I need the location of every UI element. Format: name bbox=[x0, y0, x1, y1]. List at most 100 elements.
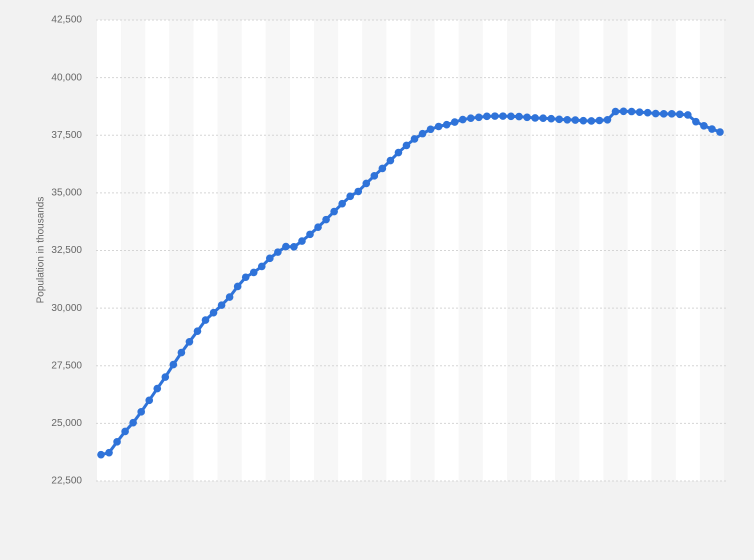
point bbox=[507, 112, 515, 121]
point bbox=[515, 112, 523, 121]
point bbox=[314, 223, 322, 232]
y-tick-label: 32,500 bbox=[51, 245, 82, 256]
point bbox=[643, 108, 652, 117]
point bbox=[233, 282, 242, 291]
point bbox=[217, 301, 226, 309]
point bbox=[531, 114, 539, 122]
point bbox=[611, 107, 620, 116]
point bbox=[346, 192, 355, 201]
point bbox=[153, 384, 162, 393]
point bbox=[338, 199, 346, 208]
point bbox=[442, 120, 451, 129]
point bbox=[169, 360, 178, 369]
y-tick-label: 42,500 bbox=[51, 15, 82, 26]
point bbox=[201, 316, 210, 324]
point bbox=[651, 109, 660, 118]
point bbox=[571, 116, 580, 124]
point bbox=[555, 115, 564, 124]
point bbox=[716, 128, 724, 136]
stripe bbox=[314, 20, 339, 481]
point bbox=[137, 408, 145, 416]
y-tick-label: 37,500 bbox=[51, 130, 82, 141]
y-tick-label: 25,000 bbox=[51, 418, 82, 429]
point bbox=[322, 215, 330, 224]
point bbox=[563, 116, 572, 124]
point bbox=[386, 156, 395, 165]
point bbox=[97, 450, 105, 459]
y-tick-label: 27,500 bbox=[51, 360, 82, 371]
stripe bbox=[603, 20, 628, 481]
point bbox=[466, 114, 475, 122]
y-tick-label: 22,500 bbox=[51, 476, 82, 487]
stripe bbox=[458, 20, 483, 481]
stripe bbox=[627, 20, 652, 481]
point bbox=[410, 135, 419, 143]
point bbox=[121, 427, 129, 436]
point bbox=[378, 164, 387, 173]
point bbox=[177, 348, 186, 357]
point bbox=[274, 248, 282, 256]
stripe bbox=[531, 20, 556, 481]
point bbox=[257, 262, 266, 271]
point bbox=[266, 254, 274, 263]
y-tick-label: 40,000 bbox=[51, 72, 82, 83]
point bbox=[290, 243, 298, 251]
y-tick-label: 35,000 bbox=[51, 188, 82, 199]
point bbox=[450, 118, 459, 126]
point bbox=[249, 268, 258, 277]
point bbox=[619, 107, 628, 116]
point bbox=[684, 111, 692, 119]
stripe bbox=[555, 20, 580, 481]
point bbox=[113, 438, 121, 446]
point bbox=[587, 117, 596, 125]
point bbox=[523, 113, 531, 122]
stripe bbox=[482, 20, 507, 481]
point bbox=[298, 237, 306, 245]
stripe bbox=[338, 20, 363, 481]
point bbox=[402, 141, 411, 150]
stripe bbox=[434, 20, 459, 481]
stripe bbox=[386, 20, 411, 481]
stripe bbox=[675, 20, 700, 481]
stripe bbox=[362, 20, 387, 481]
y-axis-label: Population in thousands bbox=[36, 197, 47, 304]
point bbox=[209, 308, 218, 317]
point bbox=[700, 121, 708, 130]
point bbox=[475, 113, 483, 122]
point bbox=[458, 115, 467, 124]
point bbox=[659, 110, 668, 118]
point bbox=[676, 110, 684, 119]
point bbox=[426, 125, 435, 134]
point bbox=[145, 396, 154, 405]
point bbox=[105, 448, 113, 457]
point bbox=[579, 116, 588, 125]
y-tick-label: 30,000 bbox=[51, 303, 82, 314]
stripe bbox=[651, 20, 676, 481]
point bbox=[193, 327, 202, 335]
point bbox=[394, 148, 403, 157]
point bbox=[225, 293, 234, 301]
point bbox=[161, 373, 170, 381]
point bbox=[282, 242, 290, 251]
point bbox=[635, 108, 644, 116]
point bbox=[692, 117, 700, 126]
point bbox=[434, 122, 443, 131]
point bbox=[418, 129, 427, 138]
point bbox=[491, 112, 499, 120]
point bbox=[595, 116, 604, 125]
point bbox=[547, 114, 555, 123]
point bbox=[362, 179, 371, 188]
point bbox=[129, 418, 137, 427]
point bbox=[330, 207, 338, 216]
point bbox=[627, 107, 636, 116]
point bbox=[667, 110, 676, 118]
point bbox=[603, 116, 612, 124]
point bbox=[708, 125, 716, 133]
point bbox=[539, 114, 547, 122]
point bbox=[499, 112, 507, 120]
stripe bbox=[410, 20, 435, 481]
point bbox=[306, 230, 314, 239]
point bbox=[354, 187, 363, 196]
stripe bbox=[579, 20, 604, 481]
